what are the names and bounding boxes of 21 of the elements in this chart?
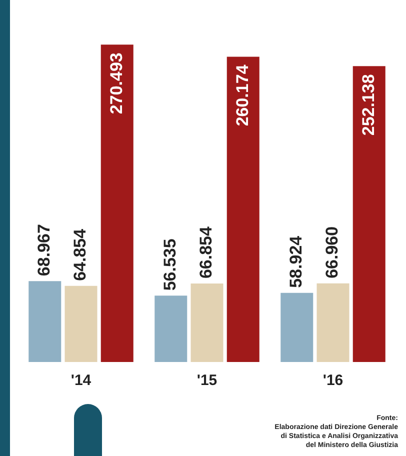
bar	[226, 56, 260, 362]
x-tick-label: '14	[70, 372, 92, 390]
bar	[280, 292, 314, 362]
data-label: 64.854	[70, 228, 90, 281]
data-label: 260.174	[232, 64, 252, 126]
bar	[64, 286, 98, 362]
data-label: 270.493	[106, 52, 126, 114]
data-label: 58.924	[286, 235, 306, 288]
x-tick-label: '16	[322, 372, 344, 390]
data-label: 56.535	[160, 238, 180, 291]
bar	[154, 296, 188, 362]
x-tick-label: '15	[196, 372, 218, 390]
data-label: 252.138	[358, 74, 378, 136]
data-label: 66.960	[322, 226, 342, 278]
bar	[100, 44, 134, 362]
bar	[28, 281, 62, 362]
bar	[352, 66, 386, 362]
bar	[316, 283, 350, 362]
bar	[190, 284, 224, 362]
data-label: 66.854	[196, 226, 216, 279]
data-label: 68.967	[34, 224, 54, 276]
